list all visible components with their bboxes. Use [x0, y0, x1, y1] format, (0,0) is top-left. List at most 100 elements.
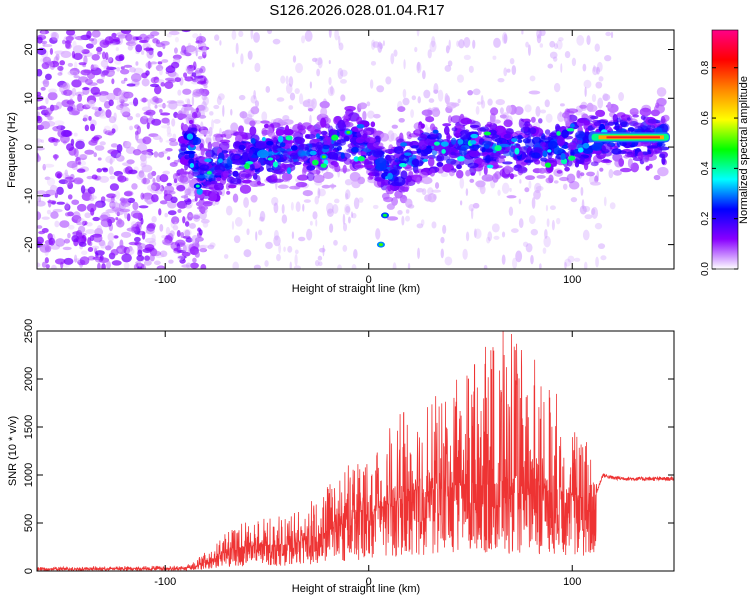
spectrogram-blob	[491, 223, 500, 233]
spectrogram-blob	[87, 82, 98, 86]
spectrogram-blob	[99, 141, 106, 146]
spectrogram-blob	[96, 78, 105, 84]
spectrogram-blob	[549, 40, 556, 48]
spectrogram-blob	[180, 256, 185, 261]
spectrogram-blob	[197, 55, 203, 60]
spectrogram-blob	[556, 39, 563, 50]
spectrogram-blob	[184, 98, 190, 103]
spectrogram-blob	[105, 155, 115, 164]
spectrogram-blob	[340, 94, 346, 102]
spectrogram-blob	[150, 61, 158, 65]
snr-ylabel: SNR (10 * v/v)	[7, 416, 19, 486]
spectrogram-hotspot	[217, 158, 223, 164]
spectrogram-blob	[140, 150, 152, 155]
spectrogram-blob	[224, 129, 234, 135]
spectrogram-blob	[166, 100, 178, 104]
spectrogram-blob	[501, 139, 508, 144]
spectrogram-blob	[166, 126, 171, 135]
spectrogram-blob	[498, 143, 510, 148]
spectrogram-hotspot	[470, 133, 479, 139]
spectrogram-hotspot	[357, 156, 365, 162]
spectrogram-blob	[393, 146, 404, 155]
spectrogram-blob	[356, 129, 368, 140]
spectrogram-blob	[135, 44, 143, 53]
colorbar-tick-label: 0.2	[700, 211, 711, 225]
spectrogram-blob	[281, 172, 290, 183]
spectrogram-blob	[111, 78, 115, 85]
spectrogram-blob	[301, 122, 312, 130]
spectrogram-blob	[243, 249, 252, 258]
spectrogram-blob	[366, 101, 371, 107]
spectrogram-blob	[146, 122, 150, 130]
spectrogram-blob	[112, 37, 120, 42]
spectrogram-blob	[183, 106, 194, 111]
spectrogram-frame	[36, 29, 675, 270]
spectrogram-blob	[460, 117, 473, 125]
spectrogram-blob	[312, 174, 325, 184]
spectrogram-blob	[73, 61, 78, 70]
spectrogram-blob	[518, 198, 522, 205]
spectrogram-blob	[146, 34, 155, 39]
spectrogram-blob	[529, 127, 537, 135]
spectrogram-blob	[655, 102, 660, 109]
spectrogram-hotspot	[570, 123, 575, 128]
spectrogram-blob	[365, 165, 375, 169]
spectrogram-blob	[496, 157, 506, 164]
spectrogram-blob	[440, 248, 444, 259]
spectrogram-blob	[605, 31, 612, 37]
spectrogram-hotspot	[568, 155, 576, 161]
spectrogram-blob	[280, 75, 286, 84]
spectrogram-blob	[575, 155, 585, 164]
spectrogram-blob	[84, 124, 90, 132]
spectrogram-blob	[428, 98, 435, 103]
spectrogram-blob	[317, 56, 323, 69]
spectrogram-blob	[594, 43, 600, 52]
spectrogram-blob	[586, 104, 598, 112]
spectrogram-ylabel: Frequency (Hz)	[6, 112, 18, 188]
spectrogram-blob	[115, 55, 124, 62]
spectrogram-blob	[253, 32, 260, 43]
spectrogram-blob	[265, 241, 273, 250]
spectrogram-blob	[354, 164, 366, 168]
spectrogram-blob	[37, 153, 40, 162]
spectrogram-blob	[350, 211, 354, 219]
spectrogram-blob	[509, 187, 512, 192]
spectrogram-blob	[442, 224, 447, 235]
figure-title: S126.2026.028.01.04.R17	[269, 2, 444, 19]
spectrogram-blob	[283, 128, 294, 136]
spectrogram-blob	[524, 187, 530, 193]
spectrogram-blob	[579, 205, 587, 215]
spectrogram-blob	[405, 178, 416, 187]
spectrogram-blob	[140, 97, 148, 103]
spectrogram-blob	[93, 152, 98, 158]
spectrogram-blob	[539, 43, 544, 48]
spectrogram-blob	[159, 109, 163, 114]
spectrogram-blob	[239, 111, 248, 119]
spectrogram-blob	[444, 65, 452, 72]
spectrogram-blob	[394, 158, 399, 163]
spectrogram-blob	[85, 43, 94, 49]
spectrogram-blob	[200, 147, 205, 156]
y-tick-label: 20	[23, 43, 35, 55]
spectrogram-blob	[181, 251, 191, 257]
spectrogram-blob	[195, 201, 205, 207]
spectrogram-blob	[49, 47, 54, 55]
spectrogram-blob	[584, 261, 588, 269]
spectrogram-blob	[340, 79, 347, 84]
spectrogram-hotspot	[279, 142, 286, 148]
spectrogram-blob	[141, 72, 148, 79]
spectrogram-blob	[62, 246, 72, 251]
spectrogram-blob	[79, 154, 88, 161]
spectrogram-blob	[465, 169, 471, 177]
spectrogram-blob	[243, 197, 249, 209]
spectrogram-blob	[425, 116, 435, 123]
spectrogram-blob	[254, 100, 260, 108]
spectrogram-blob	[570, 151, 575, 156]
spectrogram-blob	[320, 107, 328, 117]
colorbar: 0.0 0.2 0.4 0.6 0.8 Normalized spectral ampl…	[700, 29, 750, 276]
spectrogram-blob	[413, 169, 420, 174]
spectrogram-blob	[562, 183, 568, 190]
spectrogram-blob	[158, 266, 163, 269]
spectrogram-blob	[530, 254, 534, 265]
spectrogram-blob	[436, 153, 445, 162]
